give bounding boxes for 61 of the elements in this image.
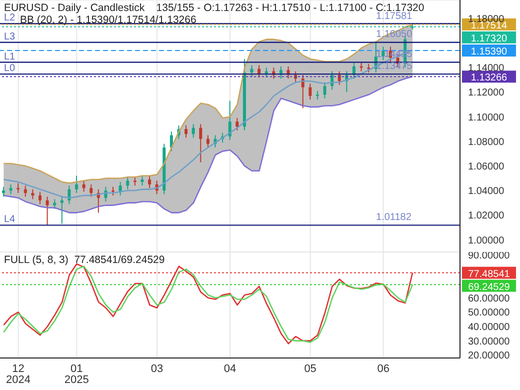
ref-line-label: L2 (4, 12, 16, 24)
y-tick-label: 20.00000 (468, 350, 510, 362)
candlestick (148, 175, 152, 189)
candlestick (82, 180, 86, 192)
candlestick (308, 83, 312, 100)
candlestick (46, 196, 49, 226)
candlestick (24, 185, 27, 198)
candlestick (16, 182, 20, 194)
candlestick (31, 188, 34, 200)
y-tick-label: 1.02000 (468, 210, 505, 222)
x-tick-label: 03 (150, 363, 164, 375)
candlestick (236, 118, 239, 131)
line-series (3, 24, 414, 184)
line-series (3, 50, 414, 199)
candlestick (184, 124, 188, 138)
annotation: 1.17581 (376, 10, 412, 22)
x-tick-label: 12 2024 (6, 363, 30, 386)
ref-line-label: 77.48541 (468, 268, 510, 280)
x-tick-label: 01 2025 (64, 363, 89, 386)
candlestick (192, 124, 195, 138)
candlestick (206, 134, 210, 148)
y-tick-label: 1.10000 (468, 112, 505, 124)
x-tick-label: 05 (304, 363, 316, 375)
x-tick-label: 04 (224, 363, 236, 375)
y-tick-label: 1.06000 (468, 162, 505, 172)
ref-line-label: L4 (4, 214, 16, 226)
ref-line-label: L3 (4, 31, 16, 42)
ref-line-label: 1.15390 (470, 46, 508, 58)
candlestick (2, 186, 5, 198)
candlestick (140, 175, 144, 186)
ref-line-label: 69.24529 (468, 282, 510, 293)
ref-line-label: L0 (4, 63, 16, 74)
candlestick (126, 176, 130, 190)
y-tick-label: 40.00000 (468, 322, 510, 334)
y-tick-label: 1.04000 (468, 186, 505, 198)
candlestick (53, 198, 56, 210)
y-tick-label: 50.00000 (468, 308, 510, 319)
candlestick (38, 191, 42, 205)
annotation: 1.01182 (376, 212, 412, 224)
candlestick (250, 64, 254, 77)
annotation: BB (20, 2) - 1.15390/1.17514/1.13266 (20, 14, 196, 26)
y-tick-label: 60.00000 (468, 293, 510, 304)
candlestick (9, 184, 12, 195)
x-tick-label: 06 (377, 363, 390, 375)
candlestick (228, 100, 232, 141)
candlestick (258, 64, 261, 78)
candlestick (199, 124, 202, 163)
candlestick (323, 82, 326, 99)
y-tick-label: 1.12000 (468, 88, 505, 99)
candlestick (90, 184, 93, 198)
ref-line-label: 1.13266 (470, 72, 508, 84)
y-tick-label: 1.08000 (468, 136, 505, 148)
chart-title: FULL (5, 8, 3) 77.48541/69.24529 (4, 254, 165, 266)
y-tick-label: 1.00000 (468, 235, 505, 246)
ref-line-label: 1.17320 (470, 33, 508, 44)
candlestick (118, 181, 122, 196)
line-series (3, 76, 414, 214)
candlestick (60, 196, 64, 224)
ref-line-label: L1 (4, 51, 16, 62)
y-tick-label: 30.00000 (468, 336, 510, 348)
candlestick (75, 175, 78, 194)
